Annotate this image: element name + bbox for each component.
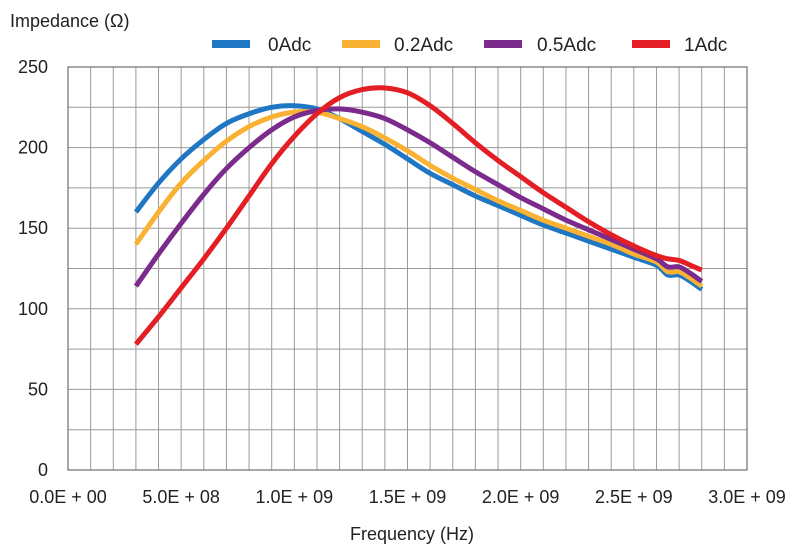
x-tick-label: 2.0E + 09 [482, 487, 560, 507]
plot-frame [67, 66, 748, 471]
series-line-0-2adc [133, 108, 704, 289]
x-tick-label: 0.0E + 00 [29, 487, 107, 507]
x-tick-label: 1.5E + 09 [369, 487, 447, 507]
x-tick-label: 1.0E + 09 [256, 487, 334, 507]
y-tick-label: 200 [18, 138, 48, 158]
series-line-1adc [133, 85, 703, 346]
legend: 0Adc 0.2Adc 0.5Adc 1Adc [212, 35, 727, 56]
x-tick-label: 5.0E + 08 [142, 487, 220, 507]
x-axis-title: Frequency (Hz) [350, 524, 474, 544]
x-tick-label: 3.0E + 09 [708, 487, 786, 507]
y-tick-label: 0 [38, 460, 48, 480]
series-line-0adc [133, 103, 704, 292]
series-line-0-5adc [133, 106, 704, 288]
y-tick-label: 250 [18, 57, 48, 77]
axes: 0 50 100 150 200 250 0.0E + 00 5.0E + 08 1.0E + … [18, 57, 786, 507]
legend-swatch [484, 40, 522, 48]
legend-swatch [632, 40, 670, 48]
grid [67, 66, 748, 471]
x-tick-label: 2.5E + 09 [595, 487, 673, 507]
legend-swatch [342, 40, 380, 48]
y-tick-label: 50 [28, 379, 48, 399]
legend-label: 0.2Adc [394, 35, 453, 56]
legend-label: 0.5Adc [537, 35, 596, 56]
legend-swatch [212, 40, 250, 48]
legend-label: 0Adc [268, 35, 311, 56]
y-axis-title: Impedance (Ω) [10, 11, 130, 31]
legend-label: 1Adc [684, 35, 727, 56]
y-tick-label: 100 [18, 299, 48, 319]
y-tick-label: 150 [18, 218, 48, 238]
series-lines [133, 85, 704, 346]
